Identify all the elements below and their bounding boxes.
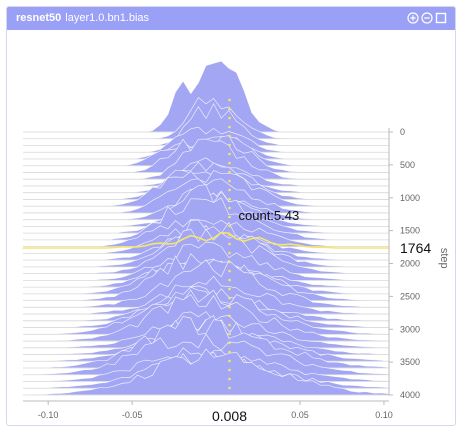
hover-layer: count:5.43 [22,98,390,390]
hover-marker-dot [228,242,231,246]
hover-marker-dot [228,116,231,120]
hover-marker-dot [228,359,231,363]
hover-marker-dot [228,305,231,309]
hover-marker-dot [228,368,231,372]
zoom-out-icon[interactable] [421,12,433,24]
hover-count-label: count:5.43 [239,208,300,223]
y-tick-label: 4000 [400,390,420,400]
y-axis-label: step [438,248,450,269]
y-tick-label: 500 [400,160,415,170]
y-tick-label: 3000 [400,324,420,334]
hover-marker-dot [228,251,231,255]
card-header: resnet50 layer1.0.bn1.bias [7,7,455,30]
ridgeline-chart[interactable]: count:5.43 -0.10 -0.05 0.05 0.10 0.008 0 500 10… [7,30,455,426]
hover-marker-dot [228,161,231,165]
y-tick-label: 0 [400,127,405,137]
hover-marker-dot [228,287,231,291]
hover-marker-dot [228,206,231,210]
hover-marker-dot [228,377,231,381]
hover-marker-dot [228,278,231,282]
card-title: resnet50 layer1.0.bn1.bias [16,12,149,25]
maximize-icon[interactable] [435,12,447,24]
y-tick-label: 1000 [400,193,420,203]
chart-axes: -0.10 -0.05 0.05 0.10 0.008 0 500 1000 1500 2000 2… [23,127,450,424]
tensor-name: layer1.0.bn1.bias [65,12,150,24]
hover-step-label: 1764 [400,240,431,256]
y-tick-label: 3500 [400,357,420,367]
hover-marker-dot [228,386,231,390]
hover-marker-dot [228,143,231,147]
hover-marker-dot [228,152,231,156]
ridgeline-series [22,60,390,396]
x-tick-label: -0.10 [38,410,59,420]
header-icons [407,12,447,24]
hover-marker-dot [228,197,231,201]
hover-x-label: 0.008 [212,408,247,424]
hover-marker-dot [228,314,231,318]
model-name: resnet50 [16,12,62,24]
hover-marker-dot [228,188,231,192]
y-tick-label: 2000 [400,259,420,269]
hover-marker-dot [228,170,231,174]
hover-marker-dot [228,269,231,273]
hover-marker-dot [228,215,231,219]
y-tick-label: 2500 [400,291,420,301]
hover-marker-dot [228,260,231,264]
hover-marker-dot [228,341,231,345]
hover-marker-dot [228,134,231,138]
histogram-card: resnet50 layer1.0.bn1.bias count:5.43 -0.… [6,6,456,426]
hover-marker-dot [228,332,231,336]
hover-marker-dot [228,224,231,228]
x-tick-label: -0.05 [122,410,143,420]
zoom-in-icon[interactable] [407,12,419,24]
hover-marker-dot [228,350,231,354]
x-tick-label: 0.05 [291,410,309,420]
hover-marker-dot [228,107,231,111]
hover-marker-dot [228,179,231,183]
x-tick-label: 0.10 [375,410,393,420]
hover-marker-dot [228,296,231,300]
hover-marker-dot [228,98,231,102]
ridge-step [23,348,390,396]
y-tick-label: 1500 [400,226,420,236]
hover-marker-dot [228,125,231,129]
hover-ridge-line [22,231,390,249]
hover-marker-dot [228,323,231,327]
